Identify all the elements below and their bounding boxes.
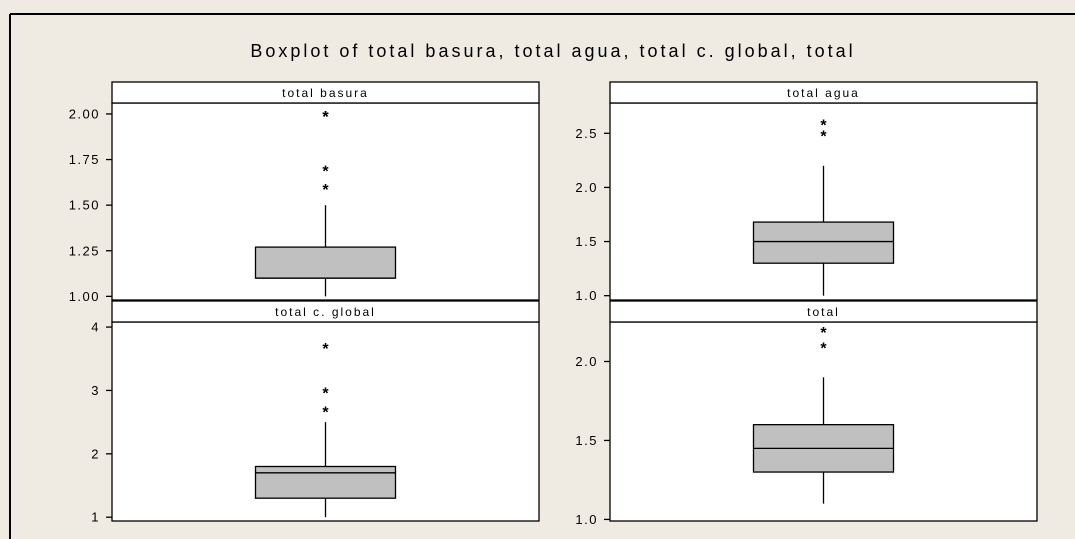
y-tick-label: 2.0 — [575, 180, 598, 195]
strip-total-agua — [609, 81, 1038, 104]
outlier-point: * — [322, 385, 329, 402]
strip-label-total-basura: total basura — [282, 86, 369, 100]
outlier-point: * — [322, 404, 329, 421]
y-tick-label: 1 — [91, 510, 100, 525]
y-tick-label: 1.0 — [575, 512, 598, 527]
y-tick-label: 1.0 — [575, 288, 598, 303]
panel-total: total 1.0 1.5 2.0 ** — [575, 300, 1038, 527]
box-total-agua — [752, 221, 895, 264]
outlier-point: * — [820, 325, 827, 342]
panel-total-c-global: total c. global 1 2 3 4 * * * — [91, 300, 540, 525]
outlier-point: * — [820, 117, 827, 134]
strip-total — [609, 300, 1038, 323]
y-tick-label: 3 — [91, 383, 100, 398]
y-tick-label: 1.25 — [69, 243, 100, 258]
panel-total-agua: total agua 1.0 1.5 2.0 2.5 ** — [575, 81, 1038, 303]
panels-group: total basura1.001.251.501.752.00****tota… — [69, 81, 1038, 527]
y-tick-label: 2.0 — [575, 354, 598, 369]
y-tick-label: 1.50 — [69, 198, 100, 213]
y-tick-label: 1.5 — [575, 234, 598, 249]
y-tick-label: 4 — [91, 320, 100, 335]
y-tick-label: 2 — [91, 446, 100, 461]
box-total-c-global — [254, 465, 397, 499]
outlier-point: * — [820, 341, 827, 358]
outlier-point: * — [322, 109, 329, 126]
chart-title: Boxplot of total basura, total agua, tot… — [250, 41, 855, 61]
box-total-basura — [254, 246, 397, 279]
strip-label-total-c-global: total c. global — [275, 305, 376, 319]
strip-total-basura — [111, 81, 540, 104]
strip-label-total-agua: total agua — [787, 86, 860, 100]
outlier-point: * — [322, 182, 329, 199]
strip-total-c-global — [111, 300, 540, 323]
outlier-point: * — [322, 164, 329, 181]
y-tick-label: 2.00 — [69, 106, 100, 121]
y-tick-label: 2.5 — [575, 126, 598, 141]
y-tick-label: 1.00 — [69, 289, 100, 304]
outlier-point: * — [820, 128, 827, 145]
y-tick-label: 1.75 — [69, 152, 100, 167]
outlier-point: * — [322, 341, 329, 358]
outlier-point: * — [322, 109, 329, 126]
y-tick-label: 1.5 — [575, 433, 598, 448]
strip-label-total: total — [807, 305, 840, 319]
